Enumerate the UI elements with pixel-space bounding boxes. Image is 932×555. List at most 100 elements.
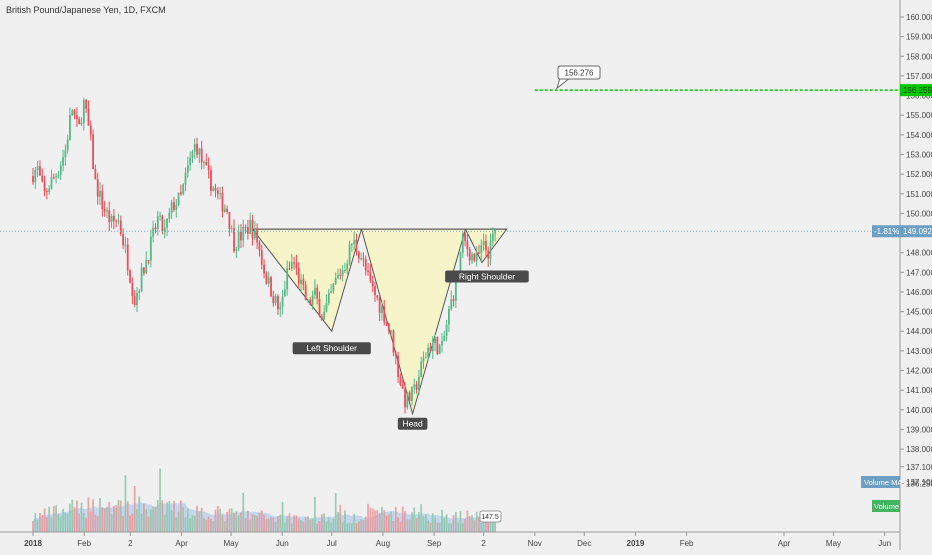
candle[interactable] <box>119 220 122 235</box>
candle[interactable] <box>468 249 471 261</box>
candle[interactable] <box>249 219 252 234</box>
candle[interactable] <box>207 165 210 171</box>
candle[interactable] <box>138 291 141 293</box>
candle[interactable] <box>445 324 448 337</box>
candle[interactable] <box>286 268 289 290</box>
candle[interactable] <box>415 384 418 390</box>
candle[interactable] <box>355 239 358 252</box>
candle[interactable] <box>436 337 439 355</box>
candle[interactable] <box>411 387 413 401</box>
candle[interactable] <box>484 241 487 251</box>
candle[interactable] <box>73 110 76 116</box>
candle[interactable] <box>233 228 235 252</box>
candle[interactable] <box>179 192 182 195</box>
candle[interactable] <box>253 228 256 239</box>
candle[interactable] <box>337 274 339 279</box>
candle[interactable] <box>126 244 129 271</box>
candle[interactable] <box>263 264 265 274</box>
candle[interactable] <box>399 376 402 385</box>
candle[interactable] <box>103 208 106 212</box>
candle[interactable] <box>62 157 64 166</box>
candle[interactable] <box>50 177 53 189</box>
candle[interactable] <box>323 311 326 320</box>
candle[interactable] <box>397 355 399 377</box>
candle[interactable] <box>89 125 92 135</box>
candle[interactable] <box>166 218 168 228</box>
candle[interactable] <box>277 296 279 310</box>
candle[interactable] <box>318 298 321 317</box>
candle[interactable] <box>34 170 37 183</box>
candle[interactable] <box>36 166 39 171</box>
candle[interactable] <box>320 316 323 320</box>
candle[interactable] <box>191 151 194 158</box>
candle[interactable] <box>80 122 83 125</box>
candle[interactable] <box>450 299 453 309</box>
candle[interactable] <box>45 191 48 193</box>
candle[interactable] <box>288 268 291 270</box>
candle[interactable] <box>145 260 148 274</box>
candle[interactable] <box>332 283 335 292</box>
candle[interactable] <box>96 179 99 197</box>
candle[interactable] <box>461 233 464 253</box>
candle[interactable] <box>131 282 134 296</box>
candle[interactable] <box>339 274 342 276</box>
candle[interactable] <box>32 176 34 183</box>
candle[interactable] <box>367 270 369 273</box>
candle[interactable] <box>161 215 164 232</box>
candle[interactable] <box>304 284 307 301</box>
candle[interactable] <box>117 220 120 222</box>
candle[interactable] <box>193 143 196 152</box>
candle[interactable] <box>108 210 111 223</box>
candle[interactable] <box>381 306 383 313</box>
candle[interactable] <box>420 361 423 377</box>
candle[interactable] <box>129 270 131 283</box>
candle[interactable] <box>408 392 411 401</box>
candle[interactable] <box>101 190 104 209</box>
candle[interactable] <box>487 250 490 259</box>
candle[interactable] <box>216 190 219 194</box>
candle[interactable] <box>147 260 150 262</box>
candle[interactable] <box>43 181 46 192</box>
candle[interactable] <box>283 289 286 297</box>
candle[interactable] <box>376 295 379 298</box>
candle[interactable] <box>163 227 166 232</box>
candle[interactable] <box>212 187 215 191</box>
candle[interactable] <box>480 245 483 254</box>
candle[interactable] <box>429 347 432 352</box>
candle[interactable] <box>260 250 263 265</box>
candle[interactable] <box>186 165 189 173</box>
candle[interactable] <box>71 110 74 116</box>
candle[interactable] <box>383 306 386 323</box>
candle[interactable] <box>52 177 55 179</box>
candle[interactable] <box>417 376 420 390</box>
candle[interactable] <box>154 227 157 230</box>
candle[interactable] <box>168 212 171 219</box>
candle[interactable] <box>311 295 314 305</box>
candle[interactable] <box>55 176 58 178</box>
candle[interactable] <box>464 233 467 241</box>
candle[interactable] <box>173 202 175 210</box>
candle[interactable] <box>489 241 492 259</box>
candle[interactable] <box>325 303 328 312</box>
candle[interactable] <box>112 215 115 221</box>
candle[interactable] <box>353 239 356 245</box>
candle[interactable] <box>210 170 212 191</box>
candle[interactable] <box>82 99 85 123</box>
candle[interactable] <box>156 216 159 230</box>
candle[interactable] <box>214 187 217 191</box>
candle[interactable] <box>124 244 127 246</box>
candle[interactable] <box>223 208 226 212</box>
candle[interactable] <box>78 119 81 125</box>
candle[interactable] <box>427 347 430 357</box>
candle[interactable] <box>59 165 62 175</box>
candle[interactable] <box>297 267 300 284</box>
candle[interactable] <box>314 287 316 296</box>
candle[interactable] <box>424 356 427 359</box>
candle[interactable] <box>385 322 388 324</box>
candle[interactable] <box>491 233 494 242</box>
candle[interactable] <box>115 220 118 222</box>
candle[interactable] <box>443 336 446 341</box>
candle[interactable] <box>274 296 277 304</box>
candle[interactable] <box>159 215 161 217</box>
candle[interactable] <box>265 273 268 284</box>
